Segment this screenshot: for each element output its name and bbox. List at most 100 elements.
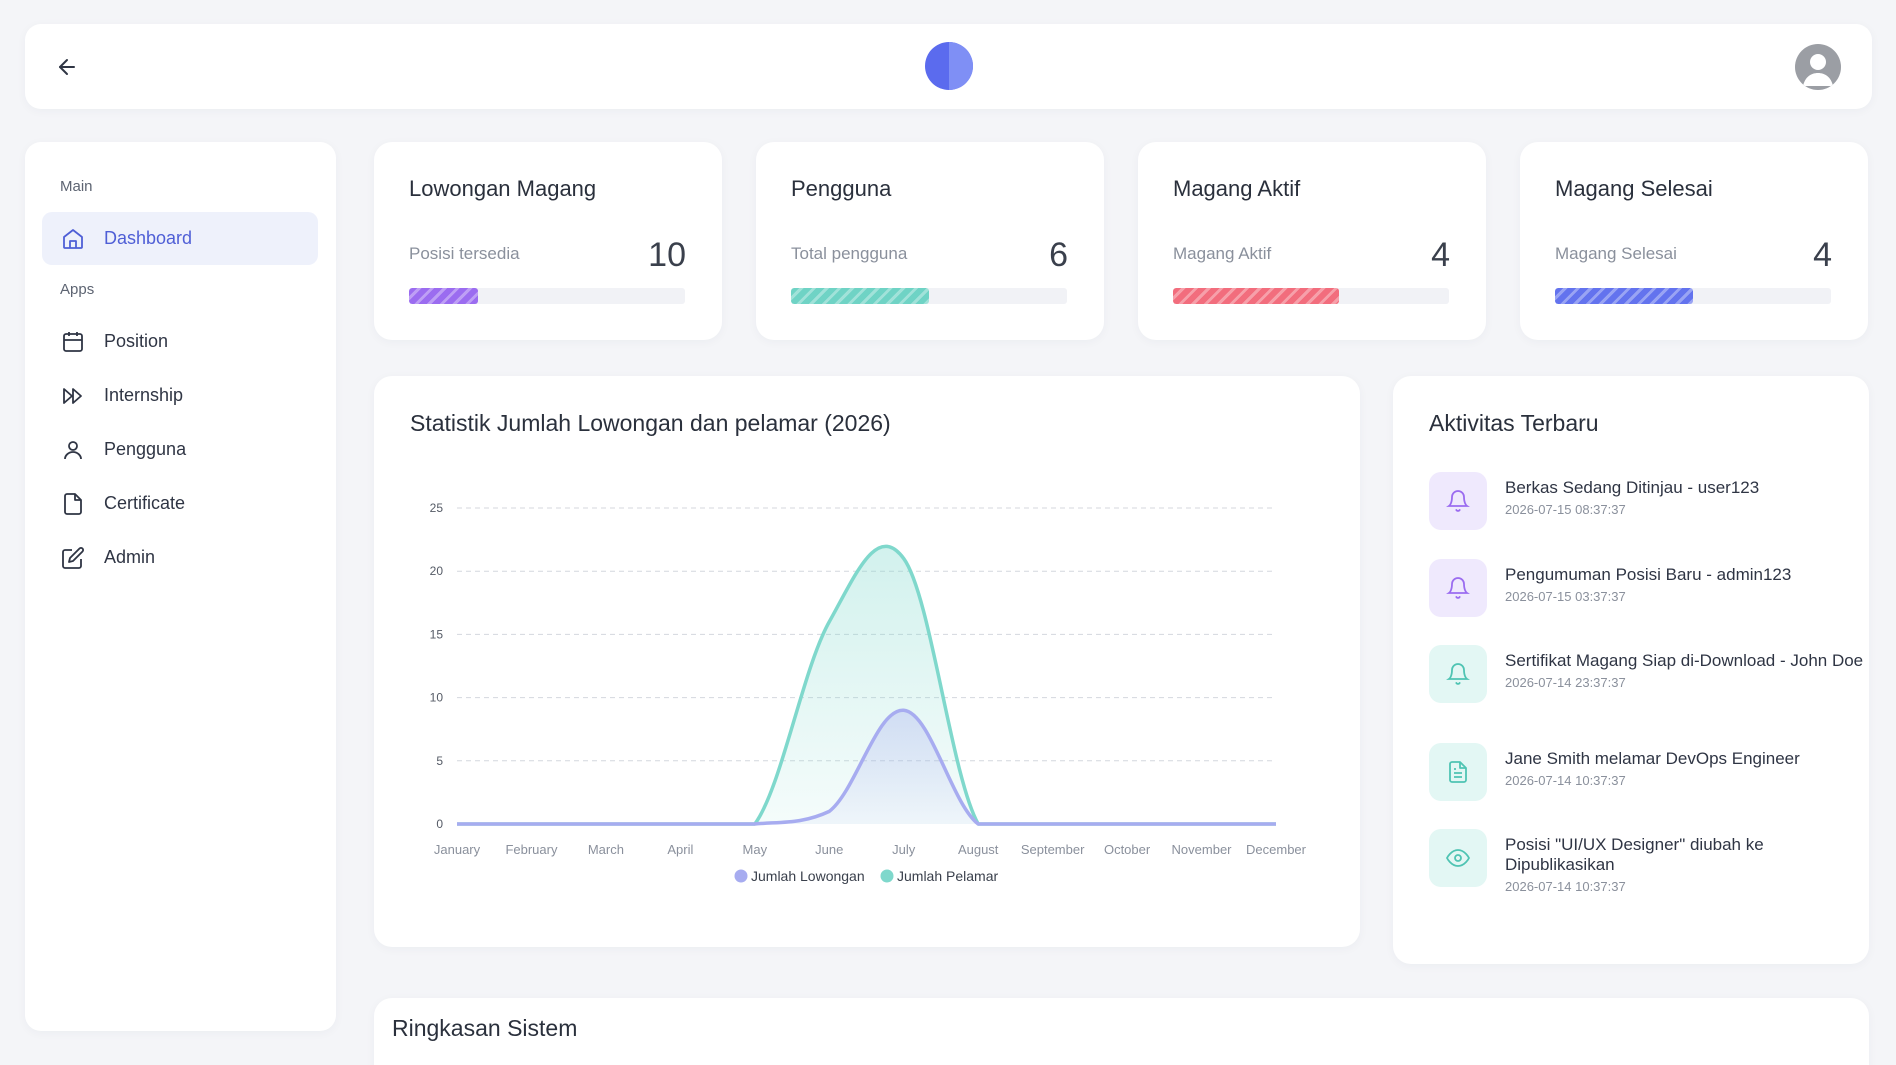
legend-marker: [880, 869, 894, 883]
chart-title: Statistik Jumlah Lowongan dan pelamar (2…: [410, 410, 891, 436]
activity-text: Posisi "UI/UX Designer" diubah ke Dipubl…: [1505, 835, 1764, 874]
user-avatar[interactable]: [1795, 44, 1841, 90]
stat-subtitle: Magang Selesai: [1555, 244, 1677, 263]
series-area-1: [457, 546, 1276, 824]
sidebar-item-label: Pengguna: [104, 439, 187, 459]
series-line-0: [457, 708, 1276, 826]
activity-icon-box[interactable]: [1429, 559, 1487, 617]
x-tick-label: November: [1172, 842, 1233, 857]
activity-title: Aktivitas Terbaru: [1429, 410, 1599, 436]
back-button[interactable]: [52, 52, 82, 82]
activity-card: Aktivitas Terbaru Berkas Sedang Ditinjau…: [1393, 376, 1869, 964]
file-icon: [60, 491, 86, 517]
y-tick-label: 0: [436, 817, 443, 831]
y-tick-label: 20: [430, 564, 444, 578]
user-icon: [60, 437, 86, 463]
stat-subtitle: Magang Aktif: [1173, 244, 1272, 263]
sidebar-item-label: Internship: [104, 385, 184, 405]
x-tick-label: March: [588, 842, 624, 857]
sidebar-item-certificate[interactable]: Certificate: [42, 477, 318, 530]
stat-value: 4: [1431, 236, 1450, 274]
activity-text: Sertifikat Magang Siap di-Download - Joh…: [1505, 651, 1864, 670]
stat-progress-bar: [791, 288, 1067, 304]
stat-progress-bar: [1173, 288, 1449, 304]
stat-card-magang-aktif: Magang Aktif Magang Aktif 4: [1138, 142, 1486, 340]
sidebar-item-pengguna[interactable]: Pengguna: [42, 423, 318, 476]
y-tick-label: 15: [430, 627, 444, 641]
sidebar-item-internship[interactable]: Internship: [42, 369, 318, 422]
stat-value: 4: [1813, 236, 1832, 274]
stat-subtitle: Posisi tersedia: [409, 244, 520, 263]
activity-text: Berkas Sedang Ditinjau - user123: [1505, 478, 1760, 497]
bell-icon: [1446, 577, 1470, 599]
stat-progress-fill: [1173, 288, 1339, 304]
stat-subtitle: Total pengguna: [791, 244, 908, 263]
stat-title: Magang Selesai: [1555, 176, 1713, 201]
chart-card: Statistik Jumlah Lowongan dan pelamar (2…: [374, 376, 1360, 947]
activity-icon-box[interactable]: [1429, 743, 1487, 801]
sidebar-section-main: Main: [60, 178, 93, 195]
bell-icon: [1446, 663, 1470, 685]
legend-marker: [734, 869, 748, 883]
sidebar-item-position[interactable]: Position: [42, 315, 318, 368]
x-tick-label: April: [667, 842, 693, 857]
legend-label: Jumlah Lowongan: [751, 868, 865, 884]
activity-time: 2026-07-14 23:37:37: [1505, 675, 1626, 690]
stat-card-lowongan: Lowongan Magang Posisi tersedia 10: [374, 142, 722, 340]
sidebar-item-label: Admin: [104, 547, 156, 567]
stat-progress-bar: [409, 288, 685, 304]
x-tick-label: January: [434, 842, 481, 857]
stat-progress-fill: [791, 288, 929, 304]
summary-title: Ringkasan Sistem: [392, 1015, 578, 1041]
x-tick-label: September: [1021, 842, 1085, 857]
y-tick-label: 10: [430, 691, 444, 705]
stat-title: Lowongan Magang: [409, 176, 597, 201]
arrow-left-icon: [59, 59, 75, 75]
sidebar-item-admin[interactable]: Admin: [42, 531, 318, 584]
sidebar-section-apps: Apps: [60, 281, 95, 298]
x-tick-label: June: [815, 842, 843, 857]
user-avatar-icon: [1803, 54, 1833, 86]
activity-time: 2026-07-15 03:37:37: [1505, 589, 1626, 604]
stat-value: 10: [648, 236, 686, 274]
x-tick-label: December: [1246, 842, 1307, 857]
calendar-icon: [60, 329, 86, 355]
x-tick-label: August: [958, 842, 999, 857]
app-logo[interactable]: [925, 42, 973, 90]
summary-card: Ringkasan Sistem: [374, 998, 1869, 1065]
activity-icon-box[interactable]: [1429, 829, 1487, 887]
activity-icon-box[interactable]: [1429, 472, 1487, 530]
sidebar-item-label: Dashboard: [104, 228, 193, 248]
x-tick-label: February: [505, 842, 558, 857]
activity-icon-box[interactable]: [1429, 645, 1487, 703]
sidebar-item-label: Certificate: [104, 493, 186, 513]
x-tick-label: July: [892, 842, 916, 857]
y-tick-label: 5: [436, 754, 443, 768]
area-chart: 0 5 10 15 20 25 January February March April May Ju…: [430, 501, 1307, 884]
stat-value: 6: [1049, 236, 1068, 274]
bell-icon: [1446, 490, 1470, 512]
sidebar-item-label: Position: [104, 331, 169, 351]
legend-label: Jumlah Pelamar: [897, 868, 998, 884]
stat-title: Magang Aktif: [1173, 176, 1301, 201]
series-area-0: [457, 710, 1276, 824]
stat-card-pengguna: Pengguna Total pengguna 6: [756, 142, 1104, 340]
activity-time: 2026-07-14 10:37:37: [1505, 879, 1626, 894]
activity-time: 2026-07-15 08:37:37: [1505, 502, 1626, 517]
sidebar: [25, 142, 336, 1031]
activity-text: Jane Smith melamar DevOps Engineer: [1505, 749, 1800, 768]
stat-progress-fill: [1555, 288, 1693, 304]
stat-progress-bar: [1555, 288, 1831, 304]
document-icon: [1449, 761, 1467, 783]
sidebar-item-dashboard[interactable]: Dashboard: [42, 212, 318, 265]
y-tick-label: 25: [430, 501, 444, 515]
edit-icon: [60, 545, 86, 571]
stat-title: Pengguna: [791, 176, 892, 201]
stat-card-magang-selesai: Magang Selesai Magang Selesai 4: [1520, 142, 1868, 340]
stat-progress-fill: [409, 288, 478, 304]
activity-text: Pengumuman Posisi Baru - admin123: [1505, 565, 1792, 584]
x-tick-label: May: [743, 842, 768, 857]
fast-forward-icon: [60, 383, 86, 409]
eye-icon: [1446, 849, 1470, 867]
home-icon: [60, 226, 86, 252]
